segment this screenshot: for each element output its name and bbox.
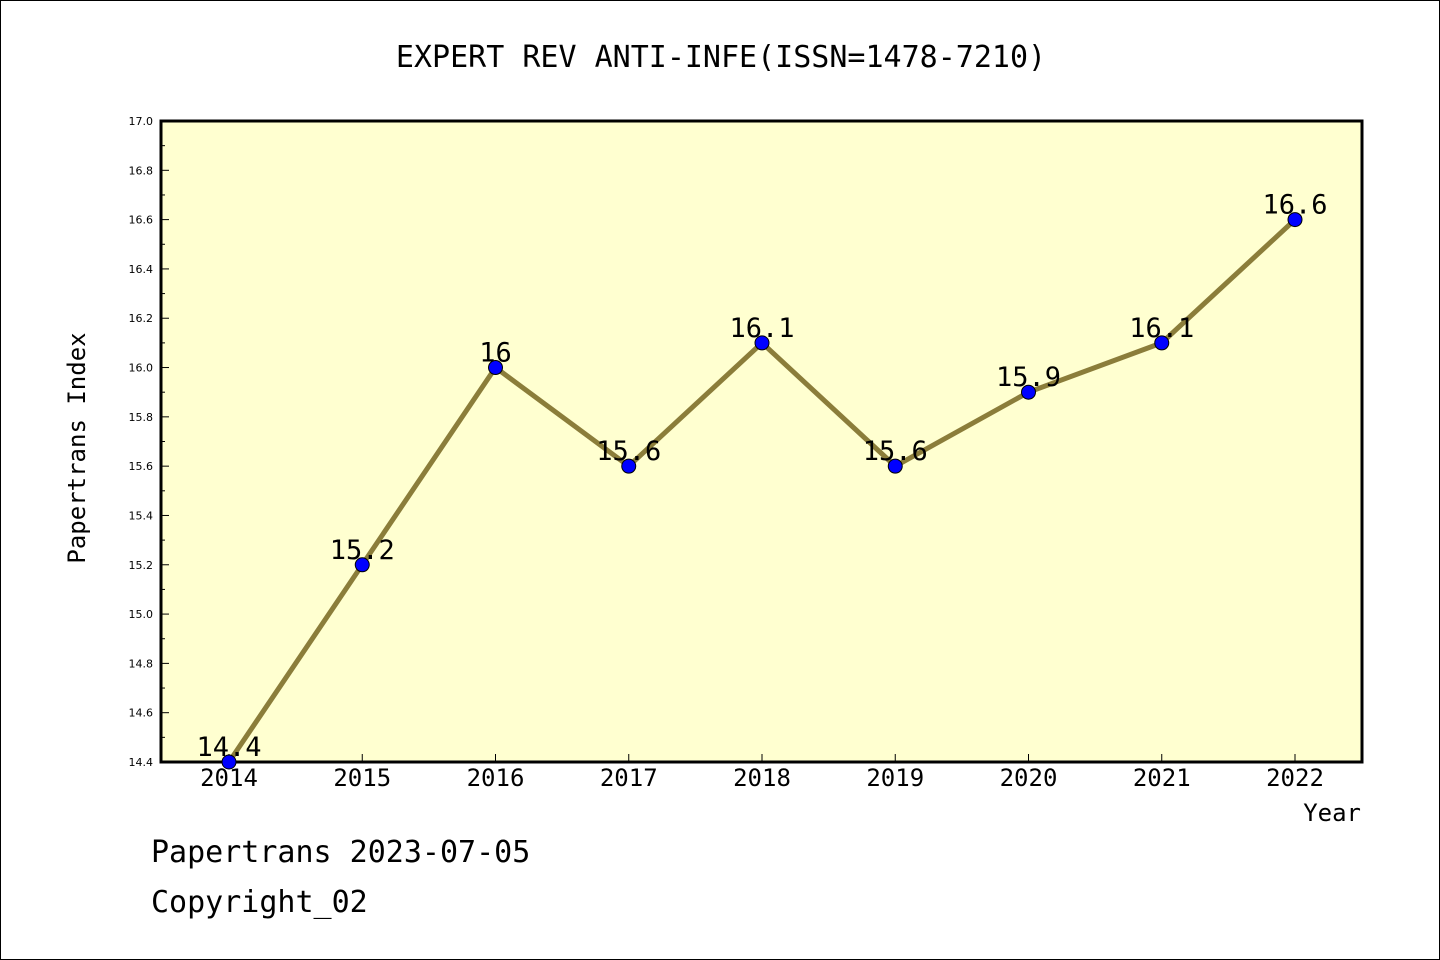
y-tick-label: 16.8 xyxy=(129,164,154,177)
y-tick-label: 17.0 xyxy=(129,115,154,128)
data-point xyxy=(221,754,237,770)
y-tick-label: 14.8 xyxy=(129,657,154,670)
y-axis: 14.4 14.6 14.8 15.0 15.2 15.4 15.6 15.8 16.0 16.2… xyxy=(129,115,169,769)
data-label: 16.6 xyxy=(1262,190,1327,221)
x-tick-label: 2017 xyxy=(600,764,658,792)
x-tick-label: 2020 xyxy=(1000,764,1058,792)
y-tick-label: 16.6 xyxy=(129,214,154,227)
x-axis: 2014 2015 2016 2017 2018 2019 2020 2021 2022 xyxy=(200,754,1324,792)
x-tick-label: 2015 xyxy=(333,764,391,792)
chart-title: EXPERT REV ANTI-INFE(ISSN=1478-7210) xyxy=(396,40,1046,75)
data-label: 14.4 xyxy=(196,732,261,763)
y-tick-label: 15.0 xyxy=(129,608,154,621)
footer-date: Papertrans 2023-07-05 xyxy=(151,835,531,870)
x-tick-label: 2016 xyxy=(467,764,525,792)
data-point xyxy=(354,557,370,573)
data-labels: 14.4 15.2 16 15.6 16.1 15.6 15.9 16.1 16.6 xyxy=(196,190,1327,763)
y-tick-label: 16.0 xyxy=(129,362,154,375)
data-point xyxy=(1154,335,1170,351)
x-tick-label: 2018 xyxy=(733,764,791,792)
data-label: 15.2 xyxy=(330,535,395,566)
y-tick-label: 15.8 xyxy=(129,411,154,424)
data-point xyxy=(754,335,770,351)
y-axis-label: Papertrans Index xyxy=(63,332,91,563)
data-point xyxy=(621,458,637,474)
y-tick-label: 15.2 xyxy=(129,559,154,572)
x-tick-label: 2021 xyxy=(1133,764,1191,792)
data-point xyxy=(1287,212,1303,228)
data-point xyxy=(488,360,503,376)
plot-area xyxy=(159,119,1364,764)
data-label: 16 xyxy=(479,338,512,369)
data-label: 15.9 xyxy=(996,362,1061,393)
data-point xyxy=(887,458,903,474)
data-label: 16.1 xyxy=(729,313,794,344)
x-tick-label: 2019 xyxy=(866,764,924,792)
data-label: 15.6 xyxy=(863,436,928,467)
footer-copyright: Copyright_02 xyxy=(151,885,368,920)
data-point xyxy=(1021,384,1036,400)
data-label: 16.1 xyxy=(1129,313,1194,344)
y-tick-label: 16.2 xyxy=(129,312,154,325)
data-markers xyxy=(221,212,1303,770)
y-tick-label: 15.6 xyxy=(129,460,154,473)
y-tick-label: 14.6 xyxy=(129,707,154,720)
y-tick-label: 15.4 xyxy=(129,509,154,522)
x-axis-label: Year xyxy=(1303,799,1361,827)
y-tick-label: 14.4 xyxy=(129,756,154,769)
x-tick-label: 2022 xyxy=(1266,764,1324,792)
y-tick-label: 16.4 xyxy=(129,263,154,276)
data-label: 15.6 xyxy=(596,436,661,467)
